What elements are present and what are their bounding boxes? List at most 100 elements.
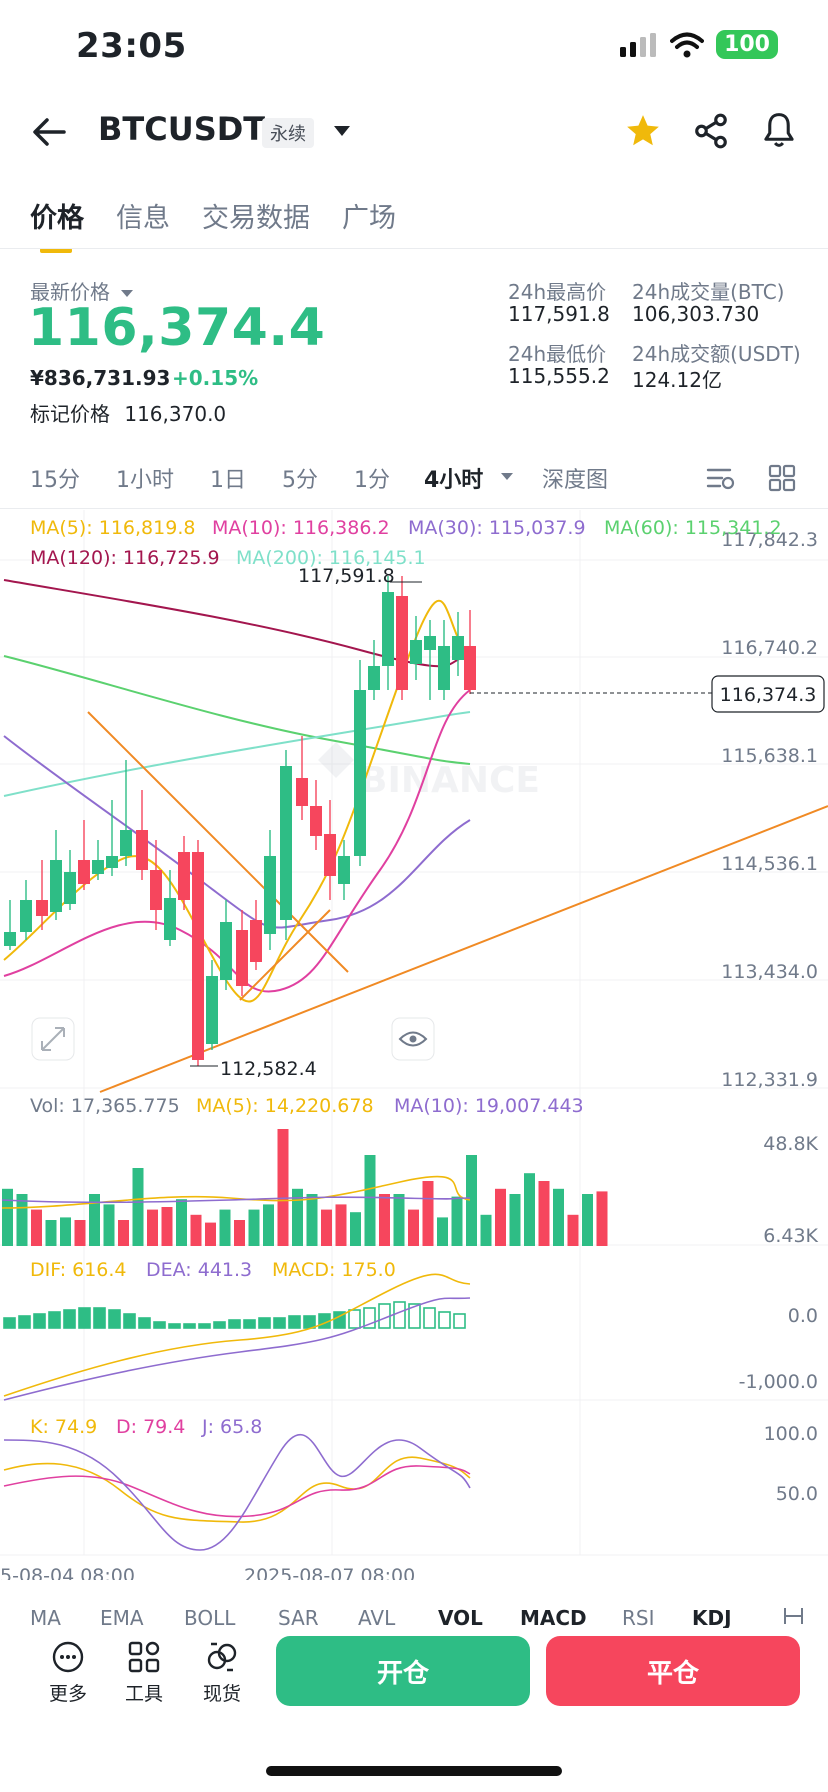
volume-btc-label: 24h成交量(BTC) [632,280,785,304]
tab-info[interactable]: 信息 [116,203,170,234]
high-24h-label: 24h最高价 [508,280,607,304]
candle-body [296,778,308,806]
candle-body [368,666,380,690]
macd-histogram-bar [63,1309,76,1329]
candle-body [250,920,262,962]
caret-down-icon[interactable] [332,124,352,138]
candle-body [150,870,162,910]
current-price-tag-box[interactable] [711,675,825,713]
symbol-title[interactable]: BTCUSDT [98,110,266,148]
macd-histogram-bar [333,1311,346,1329]
fullscreen-button[interactable] [31,1017,75,1061]
volume-bar [553,1188,564,1246]
battery-level: 100 [716,30,778,59]
tab-price[interactable]: 价格 [30,196,84,253]
candle-body [78,860,90,884]
macd-histogram-bar [93,1307,106,1329]
indicator-avl[interactable]: AVL [358,1606,396,1628]
volume-bar [437,1217,448,1246]
indicator-kdj[interactable]: KDJ [692,1606,732,1628]
candle-body [206,976,218,1044]
candle-body [264,856,276,934]
ma-legend: MA(5): 116,819.8 MA(10): 116,386.2 MA(30… [30,517,782,569]
volume-bar [364,1155,376,1246]
volume-bar [379,1194,390,1246]
indicator-vol[interactable]: VOL [438,1606,483,1628]
legend-ma10: MA(10): 116,386.2 [212,517,390,539]
divider [0,248,828,249]
tab-square[interactable]: 广场 [342,203,396,234]
interval-4h[interactable]: 4小时 [424,468,484,493]
volume-bar [31,1209,42,1246]
layout-grid-icon[interactable] [768,464,796,492]
interval-bar: 15分 1小时 1日 5分 1分 4小时 深度图 [0,462,828,502]
indicator-sar[interactable]: SAR [278,1606,319,1628]
high-marker: 117,591.8 [298,565,395,587]
dea-line [3,1297,471,1401]
divider [0,508,828,509]
tab-trading-data[interactable]: 交易数据 [202,203,310,234]
notification-bell-icon[interactable] [760,110,798,150]
price-axis-tick: 113,434.0 [721,961,818,983]
kdj-axis-tick: 100.0 [764,1423,818,1445]
macd-axis-tick: 0.0 [788,1305,818,1327]
indicator-rsi[interactable]: RSI [622,1606,655,1628]
macd-histogram-bar [453,1313,466,1329]
indicator-ma[interactable]: MA [30,1606,61,1628]
macd-histogram-bar [198,1323,211,1329]
dif-line [3,1273,471,1397]
kdj-axis-tick: 50.0 [776,1483,818,1505]
tools-button[interactable]: 工具 [114,1640,174,1706]
kline-chart[interactable]: BINANCE 116,374.3 117,591.8 112,582.4 11… [0,510,828,1580]
volume-bar [263,1204,274,1246]
interval-1m[interactable]: 1分 [354,468,390,493]
interval-15m[interactable]: 15分 [30,468,80,493]
indicator-ema[interactable]: EMA [100,1606,144,1628]
volume-bar [176,1199,187,1246]
candle-body [236,930,248,986]
indicator-settings-icon[interactable] [706,464,736,492]
indicator-macd[interactable]: MACD [520,1606,587,1628]
interval-5m[interactable]: 5分 [282,468,318,493]
back-arrow-icon[interactable] [30,112,70,152]
favorite-star-icon[interactable] [624,112,662,150]
candle-body [50,860,62,912]
candle-body [310,806,322,836]
close-position-button[interactable]: 平仓 [546,1636,800,1706]
last-price-label[interactable]: 最新价格 [30,276,134,305]
indicator-edit-icon[interactable] [782,1604,808,1628]
macd-histogram-bar [213,1321,226,1329]
macd-histogram-bar [393,1301,406,1329]
candle-body [178,852,190,900]
interval-1h[interactable]: 1小时 [116,468,174,493]
share-icon[interactable] [692,112,730,150]
interval-depth[interactable]: 深度图 [542,468,609,493]
volume-bar [335,1204,347,1246]
volume-bar [45,1220,57,1246]
candle-body [382,592,394,666]
price-axis: 117,842.3 116,740.2 115,638.1 114,536.1 … [721,529,818,1091]
indicator-boll[interactable]: BOLL [184,1606,236,1628]
macd-histogram-bar [438,1311,451,1329]
volume-usdt-label: 24h成交额(USDT) [632,342,801,366]
interval-1d[interactable]: 1日 [210,468,246,493]
low-24h-value: 115,555.2 [508,364,610,388]
macd-histogram-bar [363,1307,376,1329]
candle-body [338,856,350,884]
volume-axis-tick: 48.8K [763,1133,818,1155]
mark-price-value: 116,370.0 [124,402,227,426]
ma10-line [3,689,471,993]
visibility-button[interactable] [391,1017,435,1061]
more-button[interactable]: 更多 [38,1640,98,1706]
volume-bar [306,1194,318,1246]
legend-macd: MACD: 175.0 [272,1259,396,1281]
spot-button[interactable]: 现货 [192,1640,252,1706]
caret-down-icon[interactable] [500,472,514,482]
volume-bar [147,1209,158,1246]
candle-body [192,852,204,1060]
macd-histogram-bar [408,1303,421,1329]
cellular-signal-icon [620,32,657,57]
open-position-button[interactable]: 开仓 [276,1636,530,1706]
candle-body [464,646,476,690]
volume-bar [16,1194,28,1246]
